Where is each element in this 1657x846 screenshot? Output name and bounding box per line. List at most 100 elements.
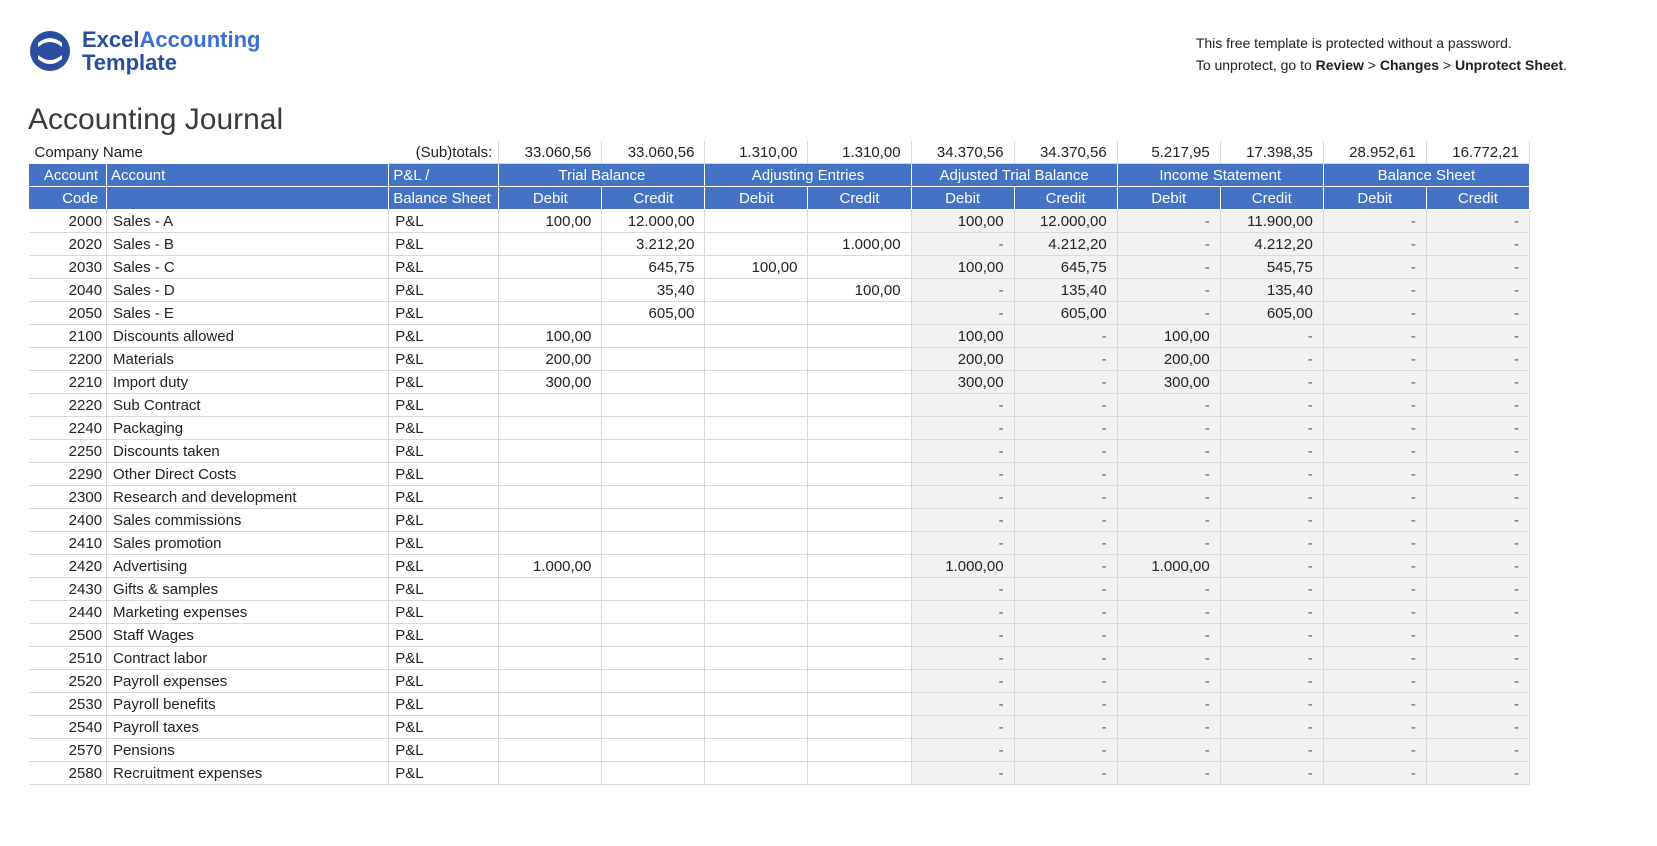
cell-adjusted-tb-debit[interactable]: - xyxy=(911,739,1014,762)
cell-trial-balance-debit[interactable]: 300,00 xyxy=(499,371,602,394)
cell-account-name[interactable]: Contract labor xyxy=(107,647,389,670)
cell-adjusted-tb-debit[interactable]: - xyxy=(911,670,1014,693)
cell-adjusted-tb-credit[interactable]: - xyxy=(1014,532,1117,555)
cell-income-credit[interactable]: - xyxy=(1220,417,1323,440)
cell-trial-balance-credit[interactable] xyxy=(602,509,705,532)
cell-income-credit[interactable]: 605,00 xyxy=(1220,302,1323,325)
cell-balance-credit[interactable]: - xyxy=(1426,233,1529,256)
cell-type[interactable]: P&L xyxy=(389,210,499,233)
cell-income-debit[interactable]: - xyxy=(1117,509,1220,532)
cell-account-code[interactable]: 2570 xyxy=(29,739,107,762)
cell-income-debit[interactable]: 200,00 xyxy=(1117,348,1220,371)
cell-income-debit[interactable]: - xyxy=(1117,670,1220,693)
cell-income-debit[interactable]: - xyxy=(1117,532,1220,555)
cell-trial-balance-debit[interactable] xyxy=(499,762,602,785)
cell-adjusting-debit[interactable] xyxy=(705,716,808,739)
cell-income-credit[interactable]: 11.900,00 xyxy=(1220,210,1323,233)
cell-balance-debit[interactable]: - xyxy=(1323,555,1426,578)
cell-type[interactable]: P&L xyxy=(389,647,499,670)
cell-trial-balance-debit[interactable] xyxy=(499,601,602,624)
cell-adjusted-tb-credit[interactable]: - xyxy=(1014,624,1117,647)
cell-trial-balance-debit[interactable] xyxy=(499,624,602,647)
cell-balance-debit[interactable]: - xyxy=(1323,210,1426,233)
cell-income-credit[interactable]: 4.212,20 xyxy=(1220,233,1323,256)
cell-balance-credit[interactable]: - xyxy=(1426,716,1529,739)
cell-income-credit[interactable]: - xyxy=(1220,394,1323,417)
cell-trial-balance-debit[interactable] xyxy=(499,532,602,555)
cell-account-name[interactable]: Packaging xyxy=(107,417,389,440)
cell-account-code[interactable]: 2100 xyxy=(29,325,107,348)
cell-type[interactable]: P&L xyxy=(389,348,499,371)
cell-trial-balance-credit[interactable] xyxy=(602,394,705,417)
cell-adjusted-tb-debit[interactable]: - xyxy=(911,279,1014,302)
cell-trial-balance-debit[interactable] xyxy=(499,279,602,302)
cell-adjusted-tb-debit[interactable]: - xyxy=(911,647,1014,670)
cell-account-code[interactable]: 2220 xyxy=(29,394,107,417)
cell-adjusted-tb-credit[interactable]: - xyxy=(1014,440,1117,463)
cell-account-name[interactable]: Recruitment expenses xyxy=(107,762,389,785)
cell-adjusting-debit[interactable] xyxy=(705,486,808,509)
cell-type[interactable]: P&L xyxy=(389,624,499,647)
cell-adjusting-credit[interactable] xyxy=(808,601,911,624)
cell-adjusting-credit[interactable] xyxy=(808,624,911,647)
cell-trial-balance-debit[interactable] xyxy=(499,440,602,463)
cell-income-credit[interactable]: - xyxy=(1220,762,1323,785)
cell-income-credit[interactable]: - xyxy=(1220,578,1323,601)
cell-income-debit[interactable]: - xyxy=(1117,739,1220,762)
cell-type[interactable]: P&L xyxy=(389,371,499,394)
cell-income-credit[interactable]: - xyxy=(1220,739,1323,762)
cell-income-credit[interactable]: - xyxy=(1220,670,1323,693)
cell-adjusting-credit[interactable] xyxy=(808,417,911,440)
cell-account-name[interactable]: Sales - C xyxy=(107,256,389,279)
table-row[interactable]: 2300Research and developmentP&L- - - - -… xyxy=(29,486,1530,509)
cell-adjusted-tb-credit[interactable]: 605,00 xyxy=(1014,302,1117,325)
cell-type[interactable]: P&L xyxy=(389,532,499,555)
cell-adjusted-tb-debit[interactable]: - xyxy=(911,463,1014,486)
cell-trial-balance-debit[interactable]: 1.000,00 xyxy=(499,555,602,578)
cell-account-name[interactable]: Payroll expenses xyxy=(107,670,389,693)
table-row[interactable]: 2530Payroll benefitsP&L- - - - - - xyxy=(29,693,1530,716)
cell-balance-debit[interactable]: - xyxy=(1323,440,1426,463)
table-row[interactable]: 2580Recruitment expensesP&L- - - - - - xyxy=(29,762,1530,785)
cell-balance-debit[interactable]: - xyxy=(1323,532,1426,555)
cell-trial-balance-debit[interactable] xyxy=(499,647,602,670)
cell-trial-balance-debit[interactable] xyxy=(499,486,602,509)
cell-adjusted-tb-debit[interactable]: - xyxy=(911,509,1014,532)
cell-adjusting-credit[interactable] xyxy=(808,302,911,325)
cell-type[interactable]: P&L xyxy=(389,716,499,739)
cell-account-code[interactable]: 2290 xyxy=(29,463,107,486)
cell-adjusted-tb-credit[interactable]: - xyxy=(1014,578,1117,601)
table-row[interactable]: 2430Gifts & samplesP&L- - - - - - xyxy=(29,578,1530,601)
cell-account-name[interactable]: Sales - B xyxy=(107,233,389,256)
cell-adjusting-debit[interactable] xyxy=(705,463,808,486)
cell-adjusted-tb-debit[interactable]: - xyxy=(911,762,1014,785)
cell-trial-balance-credit[interactable] xyxy=(602,555,705,578)
cell-balance-debit[interactable]: - xyxy=(1323,716,1426,739)
table-row[interactable]: 2500Staff WagesP&L- - - - - - xyxy=(29,624,1530,647)
cell-adjusted-tb-debit[interactable]: 100,00 xyxy=(911,210,1014,233)
cell-balance-credit[interactable]: - xyxy=(1426,647,1529,670)
cell-income-debit[interactable]: - xyxy=(1117,578,1220,601)
cell-balance-credit[interactable]: - xyxy=(1426,532,1529,555)
cell-income-credit[interactable]: - xyxy=(1220,716,1323,739)
cell-balance-debit[interactable]: - xyxy=(1323,739,1426,762)
cell-adjusting-credit[interactable] xyxy=(808,532,911,555)
cell-type[interactable]: P&L xyxy=(389,302,499,325)
cell-trial-balance-debit[interactable] xyxy=(499,509,602,532)
cell-account-code[interactable]: 2040 xyxy=(29,279,107,302)
cell-balance-credit[interactable]: - xyxy=(1426,601,1529,624)
cell-account-code[interactable]: 2500 xyxy=(29,624,107,647)
cell-account-name[interactable]: Payroll taxes xyxy=(107,716,389,739)
cell-trial-balance-debit[interactable]: 100,00 xyxy=(499,325,602,348)
cell-trial-balance-credit[interactable]: 12.000,00 xyxy=(602,210,705,233)
cell-income-debit[interactable]: - xyxy=(1117,624,1220,647)
cell-trial-balance-credit[interactable] xyxy=(602,348,705,371)
cell-adjusted-tb-debit[interactable]: - xyxy=(911,417,1014,440)
cell-account-code[interactable]: 2440 xyxy=(29,601,107,624)
cell-trial-balance-debit[interactable] xyxy=(499,670,602,693)
cell-adjusting-debit[interactable] xyxy=(705,417,808,440)
cell-type[interactable]: P&L xyxy=(389,739,499,762)
cell-adjusted-tb-credit[interactable]: - xyxy=(1014,509,1117,532)
cell-adjusting-credit[interactable] xyxy=(808,440,911,463)
cell-adjusting-credit[interactable] xyxy=(808,325,911,348)
